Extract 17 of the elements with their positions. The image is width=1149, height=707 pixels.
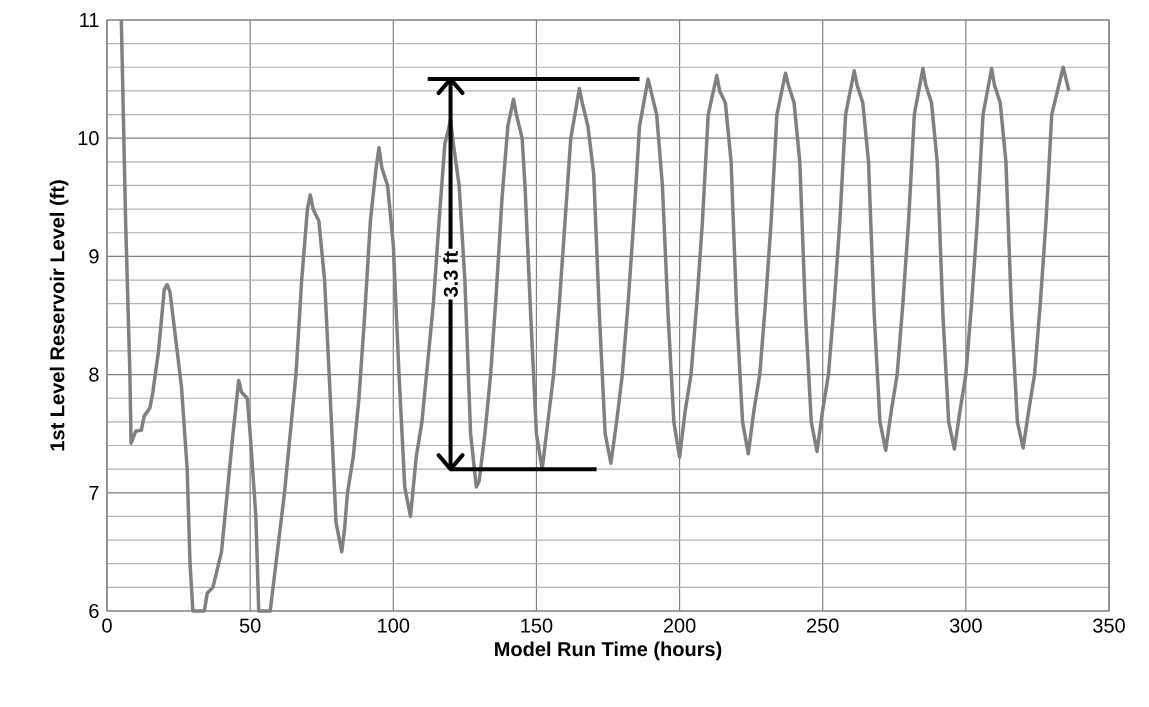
x-tick-label: 0: [102, 618, 112, 633]
x-tick-label: 350: [1093, 618, 1125, 633]
x-tick-label: 150: [521, 618, 553, 633]
annotation: 3.3 ft: [443, 251, 458, 298]
x-tick-label: 100: [378, 618, 410, 633]
y-tick-label: 7: [89, 485, 99, 500]
x-tick-label: 300: [949, 618, 982, 633]
y-tick-label: 10: [78, 131, 99, 146]
y-tick-label: 6: [89, 603, 99, 619]
x-tick-label: 200: [663, 618, 696, 633]
y-tick-label: 8: [89, 367, 99, 382]
x-tick-label: 50: [239, 618, 261, 633]
y-axis-title: 1st Level Reservoir Level (ft): [49, 180, 69, 451]
x-tick-label: 250: [807, 618, 839, 633]
y-tick-label: 9: [89, 249, 99, 264]
y-tick-label: 11: [80, 13, 99, 27]
x-axis-title: Model Run Time (hours): [495, 641, 722, 661]
